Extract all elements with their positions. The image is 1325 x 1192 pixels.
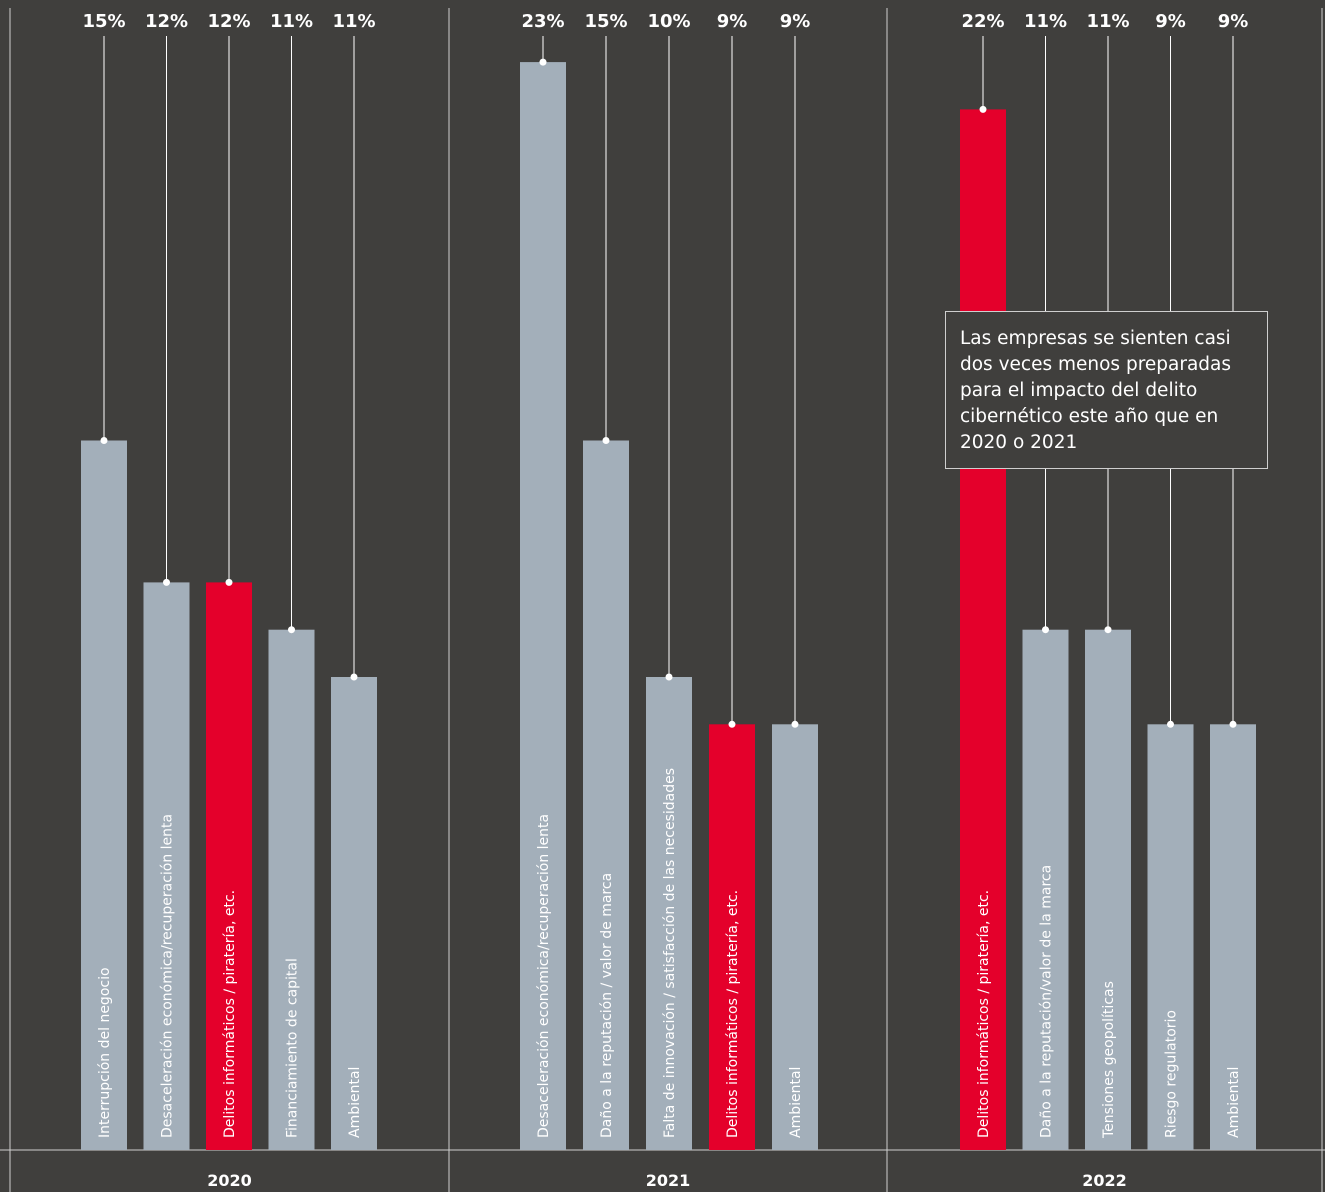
category-label: Delitos informáticos / piratería, etc. (976, 890, 992, 1138)
year-label: 2020 (207, 1171, 252, 1190)
bar-top-dot (100, 437, 108, 444)
value-label: 23% (521, 11, 564, 32)
value-label: 9% (1218, 11, 1249, 32)
value-label: 11% (1024, 11, 1067, 32)
bar-top-dot (979, 105, 987, 113)
category-label: Delitos informáticos / piratería, etc. (222, 890, 238, 1138)
bar (206, 582, 252, 1150)
bar-top-dot (225, 578, 233, 586)
bar-top-dot (288, 626, 295, 634)
category-label: Desaceleración económica/recuperación le… (536, 814, 552, 1138)
value-label: 9% (780, 11, 811, 32)
bar-top-dot (791, 720, 799, 728)
year-label: 2022 (1082, 1171, 1127, 1190)
value-label: 15% (584, 11, 627, 32)
bar-top-dot (602, 437, 610, 444)
bar-top-dot (163, 578, 170, 586)
bar (331, 677, 377, 1150)
category-label: Daño a la reputación/valor de la marca (1039, 865, 1055, 1138)
bar-top-dot (1042, 626, 1049, 634)
bar (960, 109, 1006, 1150)
callout-box: Las empresas se sienten casi dos veces m… (945, 311, 1268, 469)
bar (772, 724, 818, 1150)
value-label: 11% (1086, 11, 1129, 32)
category-label: Interrupción del negocio (97, 967, 113, 1138)
bar (1022, 629, 1069, 1150)
category-label: Ambiental (788, 1067, 804, 1138)
category-label: Riesgo regulatorio (1164, 1010, 1180, 1138)
bar-top-dot (665, 673, 673, 681)
value-label: 12% (207, 11, 250, 32)
category-label: Daño a la reputación / valor de marca (599, 873, 615, 1138)
category-label: Falta de innovación / satisfacción de la… (662, 768, 678, 1138)
category-label: Ambiental (1226, 1067, 1242, 1138)
bar-top-dot (539, 58, 547, 66)
bar (1210, 724, 1256, 1150)
bar-top-dot (1167, 720, 1174, 728)
value-label: 11% (270, 11, 313, 32)
category-label: Delitos informáticos / piratería, etc. (725, 890, 741, 1138)
value-label: 9% (717, 11, 748, 32)
value-label: 15% (82, 11, 125, 32)
category-label: Ambiental (347, 1067, 363, 1138)
callout-text: Las empresas se sienten casi dos veces m… (960, 328, 1232, 453)
bar (143, 582, 190, 1150)
category-label: Financiamiento de capital (285, 958, 301, 1138)
bar (646, 677, 692, 1150)
bar-top-dot (728, 720, 736, 728)
value-label: 22% (961, 11, 1004, 32)
value-label: 9% (1155, 11, 1186, 32)
bar (81, 440, 127, 1150)
bar (268, 629, 315, 1150)
bar (1147, 724, 1194, 1150)
bar-top-dot (1104, 626, 1112, 634)
bar-top-dot (1229, 720, 1237, 728)
bar (583, 440, 629, 1150)
year-label: 2021 (646, 1171, 691, 1190)
category-label: Tensiones geopolíticas (1101, 981, 1117, 1139)
value-label: 10% (647, 11, 690, 32)
bar-top-dot (350, 673, 358, 681)
bar (520, 62, 566, 1151)
value-label: 12% (145, 11, 188, 32)
bar (709, 724, 755, 1150)
bar (1085, 629, 1131, 1150)
category-label: Desaceleración económica/recuperación le… (160, 814, 176, 1138)
value-label: 11% (332, 11, 375, 32)
